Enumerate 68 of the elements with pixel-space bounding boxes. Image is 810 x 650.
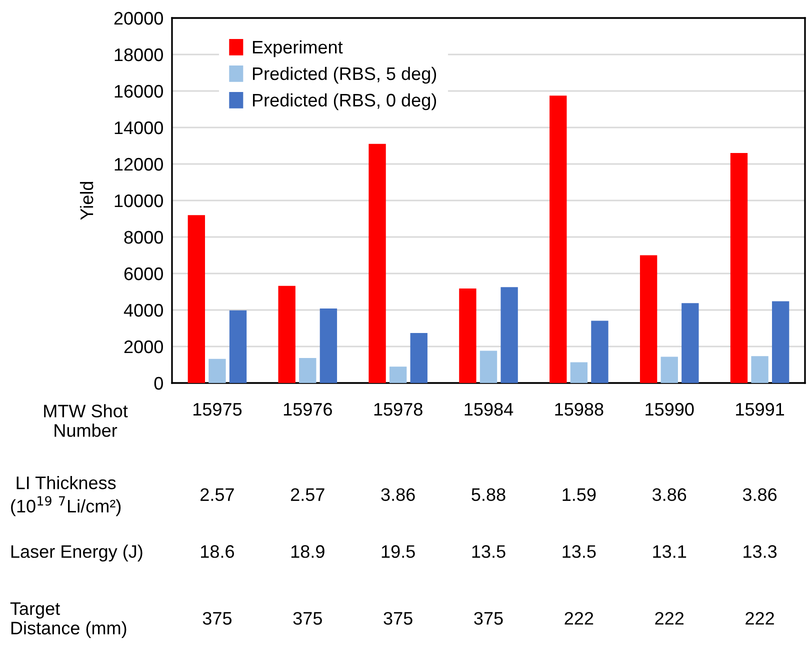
bar <box>229 310 247 383</box>
text: 13.1 <box>653 545 686 558</box>
text: 1.59 <box>562 488 596 501</box>
bar <box>389 366 407 383</box>
bar <box>368 144 386 383</box>
bar <box>660 356 678 383</box>
y-tick-label: 4000 <box>124 304 163 317</box>
bar <box>459 288 476 383</box>
y-tick-label: 0 <box>154 376 163 390</box>
y-tick-label: 20000 <box>114 12 163 25</box>
bar <box>500 287 518 383</box>
bar <box>320 308 338 383</box>
bar <box>591 320 608 383</box>
legend-label: Predicted (RBS, 0 deg) <box>252 93 436 110</box>
text: 222 <box>564 612 594 625</box>
y-tick-label: 16000 <box>114 84 163 98</box>
y-tick-label: 10000 <box>114 194 163 208</box>
y-tick-label: 2000 <box>124 340 163 354</box>
text: 3.86 <box>381 488 415 501</box>
text: 13.5 <box>472 545 506 558</box>
y-tick-label: 12000 <box>114 158 163 171</box>
text: 222 <box>655 612 684 625</box>
x-tick-label: 15990 <box>646 402 694 416</box>
y-tick-label: 6000 <box>124 267 163 280</box>
x-tick-label: 15978 <box>374 402 422 416</box>
bar <box>278 286 296 383</box>
x-tick-label: 15988 <box>555 402 604 416</box>
text: Laser Energy (J) <box>11 544 142 562</box>
text: 3.86 <box>652 488 686 501</box>
x-tick-label: 15991 <box>736 402 784 416</box>
x-tick-label: 15976 <box>284 402 332 416</box>
text: Target Distance (mm) <box>10 602 126 638</box>
bar <box>751 356 768 383</box>
y-tick-label: 14000 <box>114 121 163 134</box>
text: 18.6 <box>201 545 234 558</box>
x-tick-label: 15984 <box>464 402 514 416</box>
text: 13.5 <box>562 545 596 558</box>
legend-label: Predicted (RBS, 5 deg) <box>252 66 436 84</box>
text: 2.57 <box>200 488 234 501</box>
y-axis-title: Yield <box>80 182 94 220</box>
text: 5.88 <box>472 488 506 501</box>
text: LI Thickness (10$^{19 7}$Li/cm²) <box>11 476 121 516</box>
legend-label: Experiment <box>252 40 343 58</box>
bar <box>682 303 699 383</box>
y-tick-label: 18000 <box>114 48 163 62</box>
bar <box>188 215 206 383</box>
text: 375 <box>474 612 503 625</box>
text: 3.86 <box>742 488 777 501</box>
text: 18.9 <box>291 545 324 558</box>
bar <box>772 301 790 383</box>
text: 375 <box>384 612 412 625</box>
x-tick-label: 15975 <box>193 402 242 416</box>
text: 375 <box>293 612 322 625</box>
bar <box>410 332 428 383</box>
x-axis-title: MTW Shot Number <box>44 404 128 437</box>
text: 222 <box>746 612 774 625</box>
bar <box>208 358 226 383</box>
text: 19.5 <box>382 545 415 558</box>
bar <box>550 96 567 383</box>
y-tick-label: 8000 <box>124 230 163 244</box>
bar <box>570 362 588 383</box>
bar <box>640 255 658 383</box>
text: 375 <box>202 612 232 625</box>
bar <box>730 153 748 383</box>
text: 13.3 <box>744 545 777 558</box>
bar <box>480 350 498 383</box>
bar <box>299 358 316 383</box>
text: 2.57 <box>290 488 324 501</box>
